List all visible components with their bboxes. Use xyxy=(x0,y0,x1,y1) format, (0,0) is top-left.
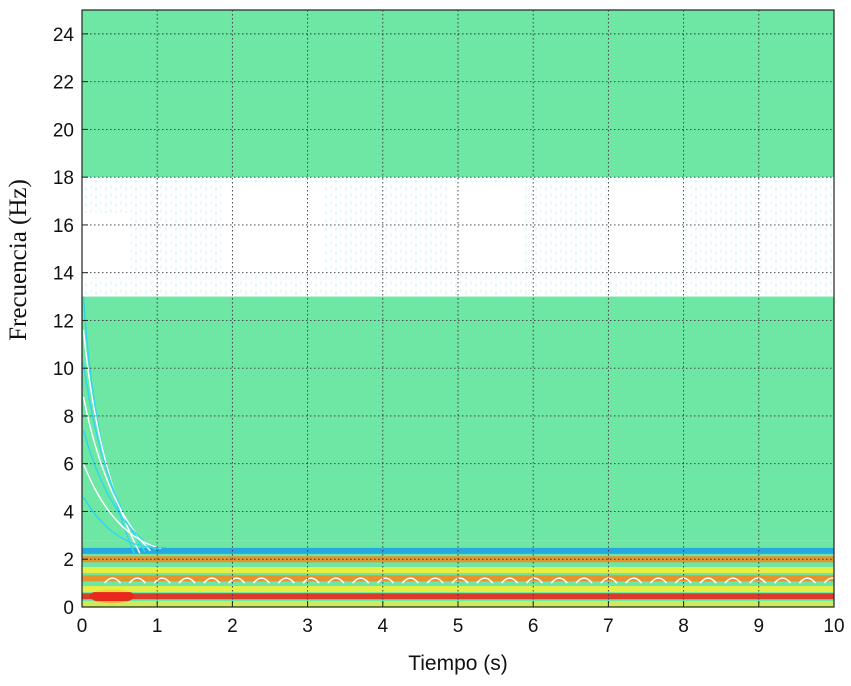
ridge-arc xyxy=(426,577,444,584)
ridge-arc xyxy=(500,577,519,584)
ridge-arc xyxy=(525,577,544,584)
x-tick-label: 2 xyxy=(227,616,238,637)
ridge-arc xyxy=(451,577,469,584)
x-tick-label: 10 xyxy=(823,616,844,637)
ridge-0 xyxy=(82,593,834,600)
x-tick-label: 5 xyxy=(453,616,464,637)
ridge-arc xyxy=(153,577,171,584)
y-tick-label: 14 xyxy=(53,264,75,285)
x-tick-label: 4 xyxy=(378,616,389,637)
plot-area xyxy=(82,10,834,607)
ridge-arc xyxy=(178,577,196,584)
ridge-arc xyxy=(749,577,767,584)
initial-transient-streaks xyxy=(82,296,167,555)
y-tick-label: 2 xyxy=(63,550,74,571)
transient-streak-6 xyxy=(82,496,167,549)
ridge-peak-0 xyxy=(89,589,135,604)
y-tick-label: 18 xyxy=(53,168,74,189)
x-tick-label: 3 xyxy=(302,616,313,637)
x-tick-label: 8 xyxy=(678,616,689,637)
x-axis-title: Tiempo (s) xyxy=(408,652,508,675)
ridge-arc xyxy=(575,577,593,584)
x-tick-label: 9 xyxy=(754,616,765,637)
region-band-0 xyxy=(82,10,834,178)
x-tick-label: 1 xyxy=(152,616,163,637)
transient-streak-3 xyxy=(82,396,151,552)
white-block-3 xyxy=(82,212,128,278)
y-tick-label: 20 xyxy=(53,120,74,141)
ridge-arc xyxy=(699,577,717,584)
y-axis-title: Frecuencia (Hz) xyxy=(5,179,32,341)
white-block-1 xyxy=(450,181,526,273)
ridge-3 xyxy=(82,566,834,573)
ridge-arc xyxy=(625,577,643,584)
ridge-arc xyxy=(600,577,618,584)
x-tick-label: 0 xyxy=(77,616,88,637)
y-tick-label: 12 xyxy=(53,311,74,332)
ridge-arc xyxy=(128,577,147,584)
y-tick-label: 24 xyxy=(53,25,75,46)
ridge-arc xyxy=(649,577,668,584)
transient-streak-5 xyxy=(82,463,162,550)
ridge-arc xyxy=(302,577,320,584)
ridge-arc xyxy=(823,577,834,584)
white-block-2 xyxy=(608,181,684,273)
ridge-arc xyxy=(773,577,792,584)
ridge-arc xyxy=(401,577,419,584)
ridge-arc xyxy=(476,577,494,584)
ridge-arc xyxy=(798,577,817,584)
ridge-arc xyxy=(203,577,221,584)
y-tick-label: 0 xyxy=(63,598,74,619)
ridge-arc xyxy=(376,577,395,584)
y-tick-label: 6 xyxy=(63,455,74,476)
x-tick-label: 7 xyxy=(603,616,614,637)
y-tick-label: 16 xyxy=(53,216,74,237)
ridge-1 xyxy=(82,586,834,593)
ridge-arc xyxy=(550,577,568,584)
ridge-arc xyxy=(252,577,271,584)
ridge-arc xyxy=(724,577,742,584)
x-tick-label: 6 xyxy=(528,616,539,637)
grid-lines xyxy=(82,10,834,607)
y-tick-label: 10 xyxy=(53,359,74,380)
ridge-arc xyxy=(352,577,370,584)
white-block-0 xyxy=(224,181,323,273)
y-tick-label: 22 xyxy=(53,73,74,94)
ridge-arc xyxy=(228,577,246,584)
transient-streak-2 xyxy=(82,363,146,553)
ridge-arc xyxy=(103,577,122,584)
ridge-arc xyxy=(277,577,295,584)
ridge-arc xyxy=(327,577,345,584)
y-tick-label: 8 xyxy=(63,407,74,428)
x-axis-ticks: 0 1 2 3 4 5 6 7 8 9 10 xyxy=(77,601,845,637)
y-tick-label: 4 xyxy=(63,502,74,523)
